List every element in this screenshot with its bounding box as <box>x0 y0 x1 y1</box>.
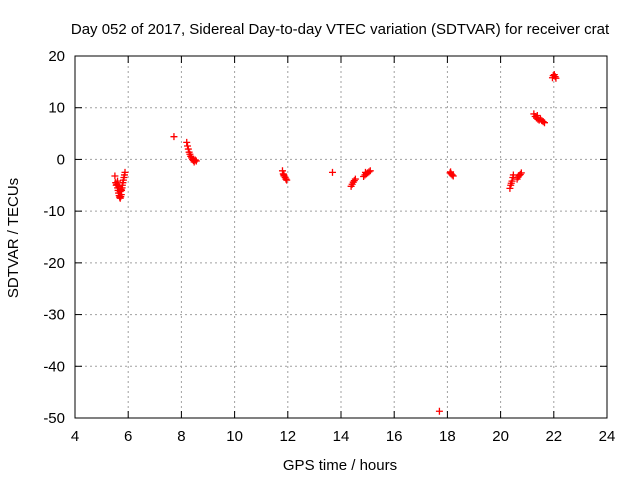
grid-lines <box>75 56 607 418</box>
plot-frame <box>74 55 608 419</box>
data-point <box>121 168 129 176</box>
x-tick-label: 10 <box>226 428 243 445</box>
data-point <box>114 177 122 185</box>
data-point <box>282 175 290 183</box>
data-point <box>516 170 524 178</box>
data-point <box>552 74 560 82</box>
x-axis-label: GPS time / hours <box>283 457 397 474</box>
data-point <box>447 168 455 176</box>
axis-ticks: 4 6 8 10 12 14 16 18 20 22 24 -50 -40 -30 -20 -10 0 10 20 <box>43 48 615 445</box>
data-point <box>448 171 456 179</box>
data-point <box>192 157 200 165</box>
data-point <box>280 171 288 179</box>
y-tick-label: -40 <box>43 358 65 375</box>
x-tick-label: 22 <box>545 428 562 445</box>
data-point <box>350 177 358 185</box>
chart-title: Day 052 of 2017, Sidereal Day-to-day VTE… <box>71 21 610 38</box>
data-point <box>540 119 548 127</box>
data-point <box>328 168 336 176</box>
data-point <box>435 407 443 415</box>
data-point <box>449 172 457 180</box>
data-point <box>351 175 359 183</box>
y-tick-label: 10 <box>48 100 65 117</box>
y-axis-label: SDTVAR / TECUs <box>5 178 22 298</box>
x-tick-label: 6 <box>124 428 132 445</box>
y-tick-label: 20 <box>48 48 65 65</box>
data-point <box>506 184 514 192</box>
data-point <box>117 185 125 193</box>
y-tick-label: -10 <box>43 203 65 220</box>
x-tick-label: 18 <box>439 428 456 445</box>
data-point <box>533 111 541 119</box>
x-tick-label: 20 <box>492 428 509 445</box>
data-point <box>283 176 291 184</box>
x-tick-label: 14 <box>333 428 350 445</box>
y-tick-label: 0 <box>57 151 65 168</box>
data-point <box>111 172 119 180</box>
data-point <box>539 118 547 126</box>
data-point <box>508 177 516 185</box>
data-point <box>183 138 191 146</box>
data-point <box>509 171 517 179</box>
x-tick-label: 8 <box>177 428 185 445</box>
x-tick-label: 16 <box>386 428 403 445</box>
data-point <box>366 167 374 175</box>
y-tick-label: -20 <box>43 255 65 272</box>
x-tick-label: 4 <box>71 428 79 445</box>
x-tick-label: 12 <box>279 428 296 445</box>
y-tick-label: -50 <box>43 410 65 427</box>
y-tick-label: -30 <box>43 307 65 324</box>
data-point <box>361 168 369 176</box>
data-point <box>184 145 192 153</box>
data-point <box>551 73 559 81</box>
data-point <box>184 142 192 150</box>
x-tick-label: 24 <box>599 428 616 445</box>
data-point <box>517 169 525 177</box>
data-points <box>111 71 560 415</box>
data-point <box>170 133 178 141</box>
data-point <box>191 156 199 164</box>
data-point <box>278 167 286 175</box>
